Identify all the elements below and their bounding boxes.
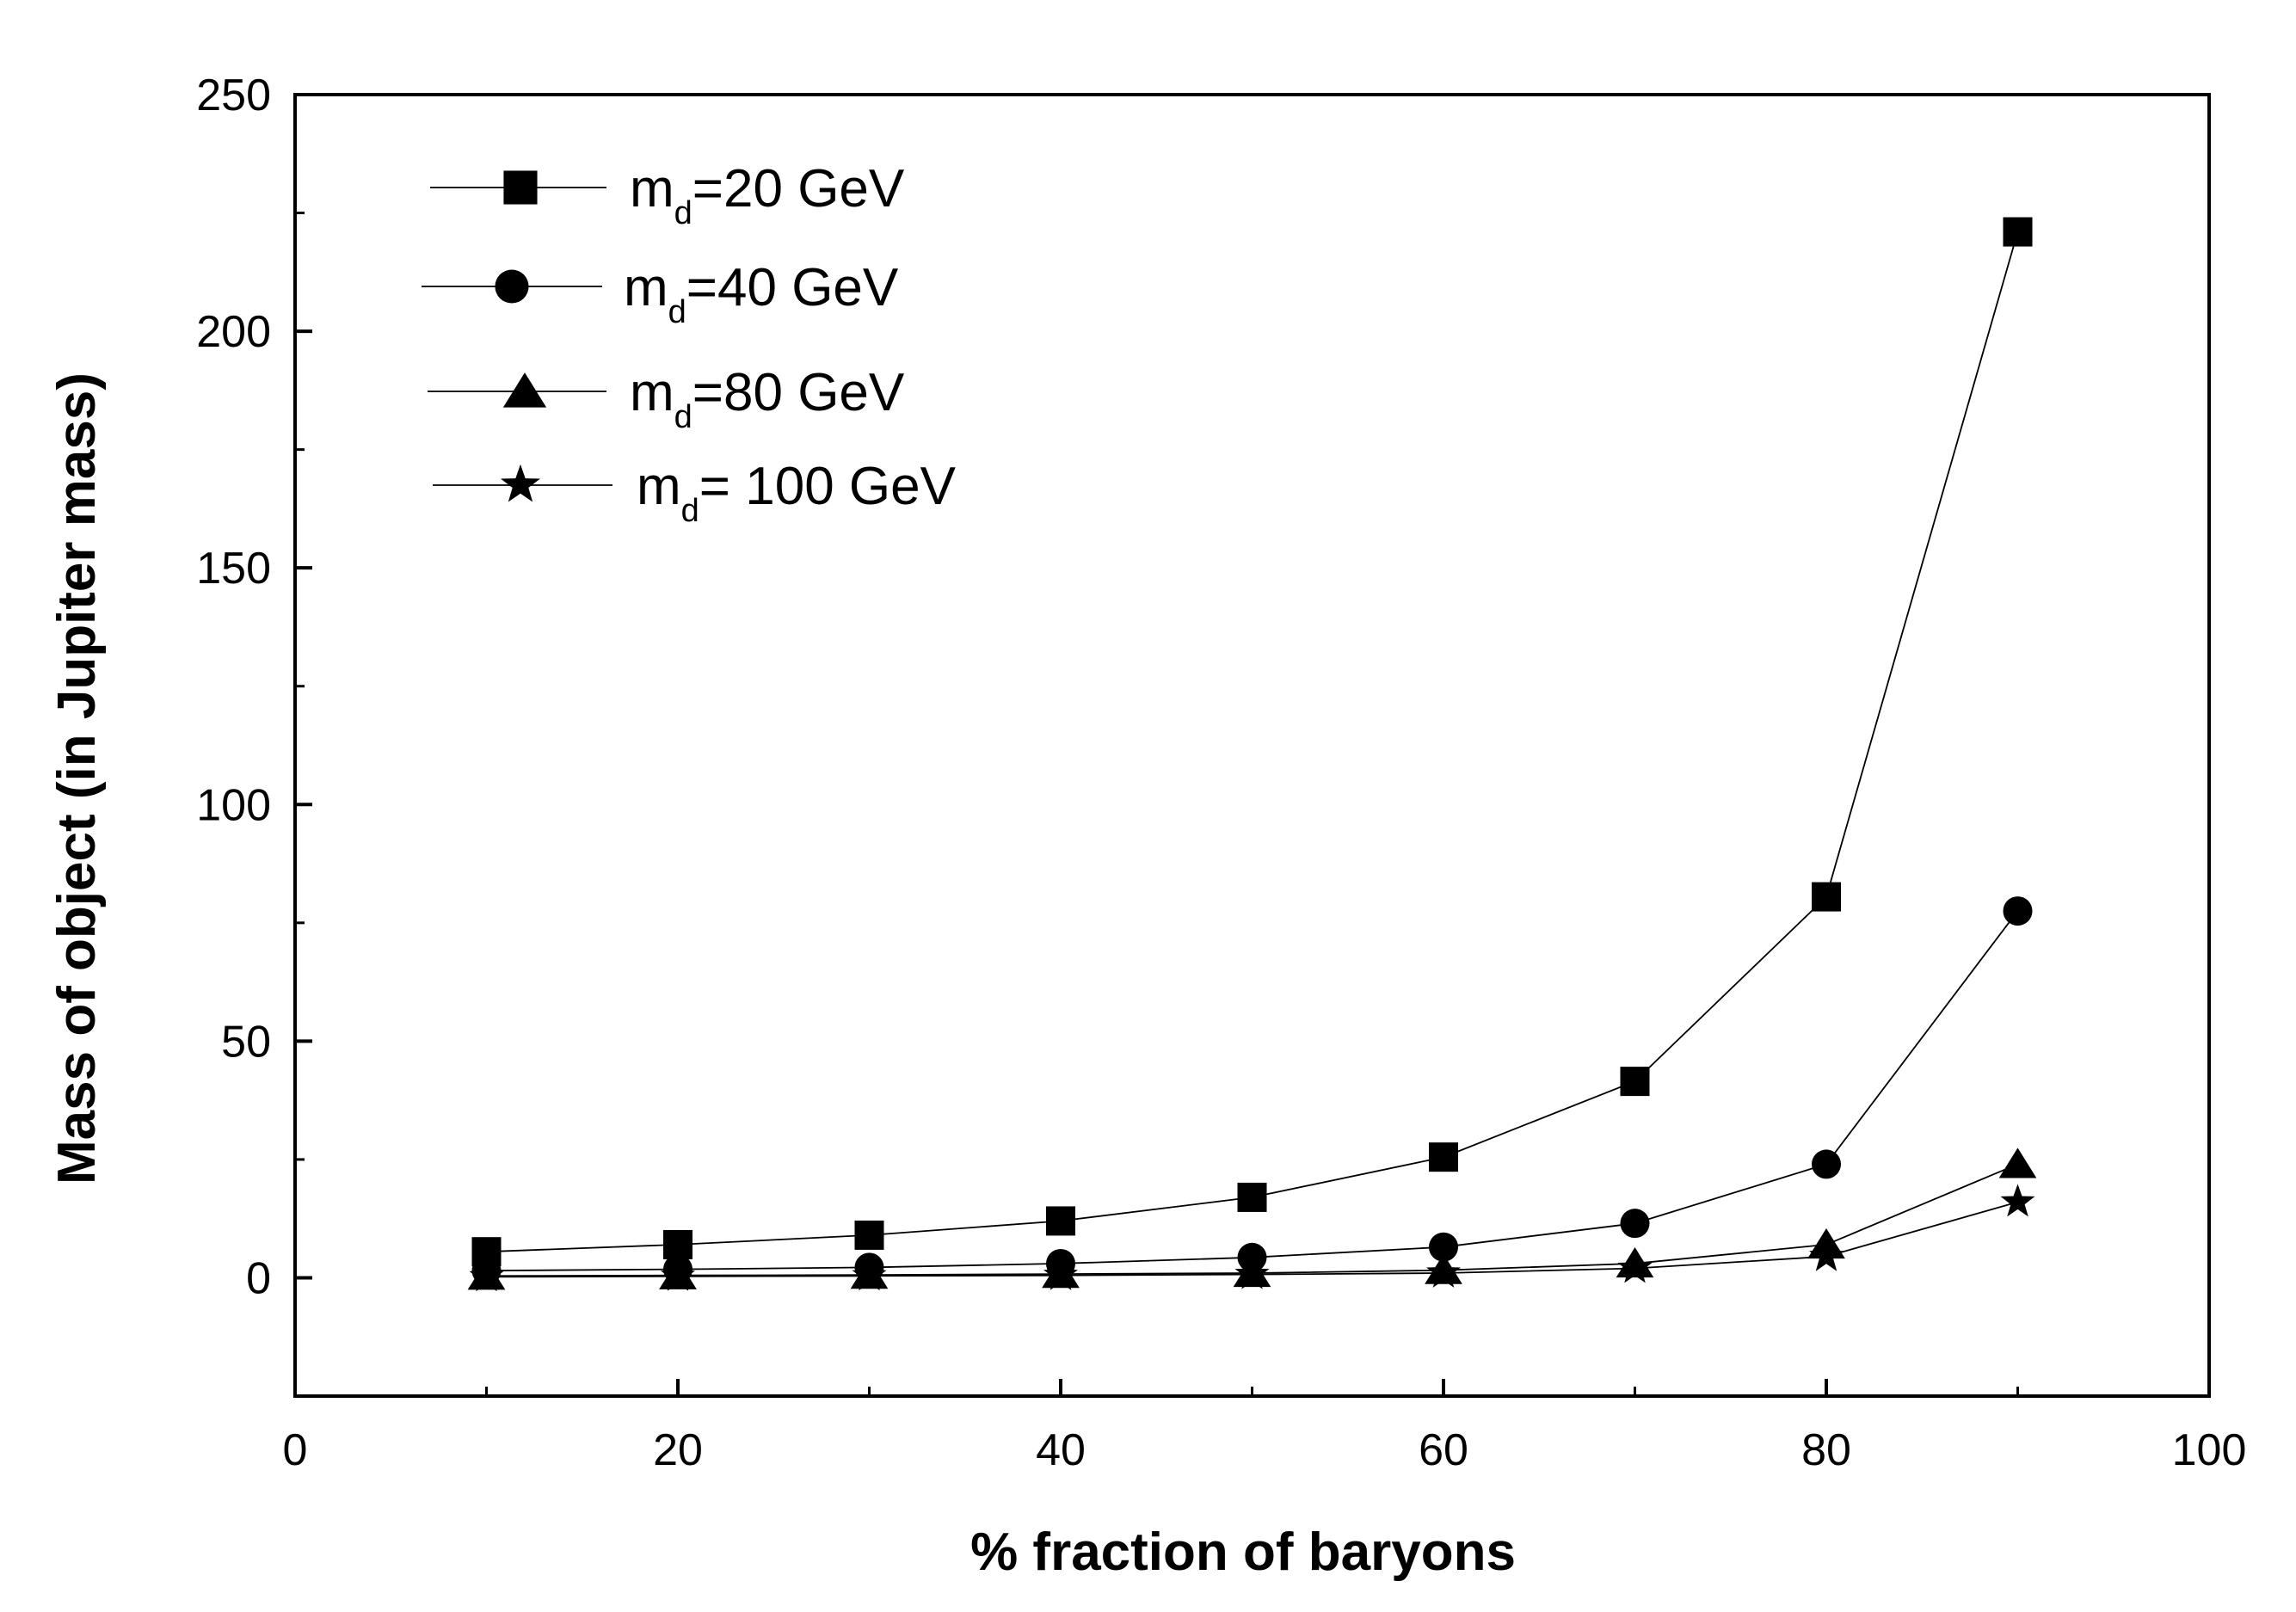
- legend-item: md=80 GeV: [428, 363, 905, 435]
- data-point-star: [1043, 1257, 1078, 1290]
- x-tick-label: 0: [283, 1425, 308, 1475]
- y-tick-label: 100: [196, 780, 271, 830]
- data-point-square: [1620, 1067, 1650, 1097]
- legend-label-subscript: d: [681, 493, 699, 529]
- legend-marker-triangle: [502, 372, 547, 408]
- data-point-star: [1234, 1256, 1270, 1289]
- x-tick-label: 80: [1801, 1425, 1851, 1475]
- legend-label-subscript: d: [668, 294, 686, 330]
- data-point-circle: [1429, 1232, 1458, 1262]
- x-tick-label: 40: [1036, 1425, 1086, 1475]
- series-4: [469, 1184, 2035, 1292]
- data-point-star: [1809, 1238, 1844, 1271]
- x-axis: 0 20 40 60 80 100: [283, 1379, 2247, 1475]
- legend-label-symbol: m: [637, 457, 681, 516]
- legend-label-value: =40 GeV: [686, 258, 899, 317]
- series-layer: [467, 217, 2037, 1292]
- data-point-square: [1429, 1142, 1458, 1172]
- legend-item: md=20 GeV: [430, 159, 905, 231]
- data-point-square: [1046, 1206, 1075, 1236]
- series-1: [471, 217, 2033, 1267]
- data-point-square: [1237, 1182, 1267, 1212]
- legend-marker-circle: [495, 269, 529, 304]
- data-point-star: [1617, 1250, 1653, 1283]
- legend-label: md=20 GeV: [630, 159, 905, 231]
- y-tick-label: 250: [196, 71, 271, 120]
- legend-label-value: =80 GeV: [692, 363, 905, 422]
- legend-label-value: = 100 GeV: [699, 457, 957, 516]
- y-tick-label: 200: [196, 307, 271, 357]
- legend-label: md= 100 GeV: [637, 457, 957, 529]
- legend-label-value: =20 GeV: [692, 159, 905, 218]
- y-tick-label: 0: [246, 1253, 271, 1303]
- legend-item: md= 100 GeV: [433, 457, 957, 529]
- legend-marker-square: [503, 170, 538, 205]
- data-point-star: [661, 1258, 695, 1291]
- legend-label-symbol: m: [630, 159, 674, 218]
- x-tick-label: 100: [2172, 1425, 2247, 1475]
- y-axis-title: Mass of object (in Jupiter mass): [47, 372, 107, 1184]
- legend-label-subscript: d: [674, 399, 692, 435]
- data-point-square: [2003, 217, 2033, 247]
- x-tick-label: 60: [1419, 1425, 1468, 1475]
- data-point-star: [1426, 1255, 1461, 1288]
- data-point-star: [2000, 1184, 2035, 1217]
- data-point-circle: [2003, 896, 2033, 926]
- x-tick-label: 20: [653, 1425, 703, 1475]
- y-tick-label: 50: [221, 1017, 271, 1067]
- data-point-circle: [1812, 1149, 1841, 1179]
- legend-label-symbol: m: [630, 363, 674, 422]
- data-point-star: [852, 1258, 887, 1291]
- y-tick-label: 150: [196, 544, 271, 594]
- data-point-circle: [1620, 1209, 1650, 1239]
- legend-label: md=40 GeV: [624, 258, 899, 330]
- data-point-star: [469, 1258, 504, 1292]
- data-point-triangle: [1998, 1147, 2037, 1178]
- legend-label: md=80 GeV: [630, 363, 905, 435]
- legend-marker-star: [501, 464, 540, 502]
- data-point-square: [663, 1229, 692, 1259]
- legend-label-subscript: d: [674, 195, 692, 231]
- y-axis: 0 50 100 150 200 250: [196, 71, 312, 1398]
- data-point-square: [1812, 882, 1841, 912]
- legend-label-symbol: m: [624, 258, 668, 317]
- data-point-square: [854, 1220, 884, 1250]
- x-axis-title: % fraction of baryons: [970, 1523, 1516, 1582]
- legend-item: md=40 GeV: [422, 258, 899, 330]
